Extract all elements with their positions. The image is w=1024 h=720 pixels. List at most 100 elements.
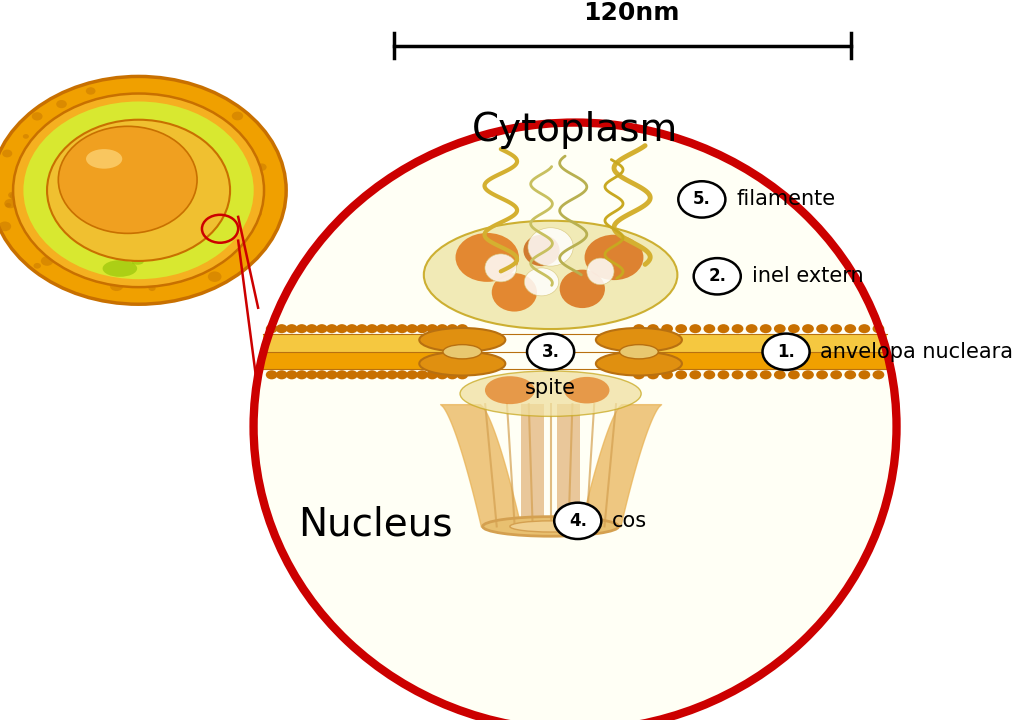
Circle shape [112, 194, 124, 203]
Circle shape [689, 370, 701, 379]
Circle shape [830, 370, 842, 379]
Circle shape [24, 102, 254, 279]
Text: 4.: 4. [568, 512, 587, 530]
Ellipse shape [102, 165, 112, 169]
Circle shape [802, 370, 814, 379]
Circle shape [161, 153, 174, 163]
Ellipse shape [114, 196, 135, 205]
Circle shape [662, 370, 673, 379]
Circle shape [346, 370, 357, 379]
Circle shape [102, 199, 110, 205]
Circle shape [788, 370, 800, 379]
Circle shape [213, 217, 220, 222]
Circle shape [396, 324, 408, 333]
Ellipse shape [116, 181, 145, 196]
Circle shape [703, 370, 715, 379]
Ellipse shape [443, 345, 481, 359]
Ellipse shape [492, 273, 537, 312]
Circle shape [140, 143, 154, 153]
Text: Cytoplasm: Cytoplasm [472, 111, 678, 148]
Ellipse shape [460, 371, 641, 416]
Circle shape [527, 333, 574, 370]
Ellipse shape [419, 352, 505, 376]
Circle shape [56, 232, 68, 240]
Circle shape [802, 324, 814, 333]
Circle shape [77, 199, 89, 208]
Bar [557, 404, 580, 526]
Circle shape [286, 324, 298, 333]
Circle shape [376, 370, 388, 379]
Ellipse shape [524, 268, 559, 296]
Circle shape [662, 324, 673, 333]
Ellipse shape [528, 228, 573, 266]
Ellipse shape [173, 238, 193, 247]
Circle shape [34, 263, 41, 269]
Circle shape [206, 236, 217, 245]
Circle shape [396, 370, 408, 379]
Text: anvelopa nucleara: anvelopa nucleara [820, 342, 1014, 361]
Ellipse shape [135, 167, 153, 176]
Circle shape [845, 324, 856, 333]
Circle shape [104, 150, 112, 155]
Ellipse shape [123, 192, 142, 202]
Ellipse shape [137, 165, 161, 176]
Circle shape [788, 324, 800, 333]
Circle shape [678, 181, 725, 217]
Ellipse shape [102, 260, 137, 276]
Circle shape [57, 157, 71, 168]
Circle shape [114, 198, 122, 205]
Circle shape [82, 127, 93, 136]
Circle shape [151, 207, 161, 215]
Circle shape [689, 324, 701, 333]
Text: 5.: 5. [693, 190, 711, 208]
Ellipse shape [456, 233, 519, 282]
Ellipse shape [133, 198, 145, 204]
Circle shape [0, 222, 11, 231]
Circle shape [306, 370, 317, 379]
Circle shape [326, 324, 338, 333]
Ellipse shape [564, 377, 609, 403]
Ellipse shape [596, 328, 682, 352]
Circle shape [46, 220, 57, 228]
Circle shape [197, 166, 209, 175]
Circle shape [47, 120, 230, 261]
Circle shape [436, 324, 449, 333]
Bar [262, 334, 471, 352]
Circle shape [223, 171, 230, 176]
Circle shape [215, 142, 226, 150]
Ellipse shape [112, 194, 141, 209]
Circle shape [386, 370, 398, 379]
Ellipse shape [173, 167, 203, 181]
Ellipse shape [620, 345, 658, 359]
Circle shape [296, 370, 307, 379]
Ellipse shape [485, 377, 535, 404]
Circle shape [275, 370, 288, 379]
Circle shape [232, 232, 246, 243]
Circle shape [120, 175, 132, 185]
Circle shape [774, 370, 785, 379]
Circle shape [151, 119, 165, 130]
Circle shape [731, 370, 743, 379]
Circle shape [101, 143, 109, 148]
Circle shape [172, 112, 179, 118]
Circle shape [633, 370, 645, 379]
Circle shape [41, 256, 53, 266]
Circle shape [457, 324, 468, 333]
Circle shape [718, 324, 729, 333]
Circle shape [56, 158, 71, 168]
Bar [262, 352, 471, 369]
Circle shape [200, 180, 205, 185]
Circle shape [731, 324, 743, 333]
Circle shape [417, 370, 428, 379]
Circle shape [80, 179, 88, 185]
Text: 3.: 3. [542, 343, 559, 361]
Circle shape [206, 243, 212, 248]
Circle shape [187, 269, 196, 275]
Ellipse shape [254, 122, 897, 720]
Ellipse shape [169, 143, 200, 158]
Text: Nucleus: Nucleus [299, 505, 453, 544]
Circle shape [8, 192, 16, 199]
Circle shape [85, 150, 93, 156]
Circle shape [10, 192, 22, 200]
Ellipse shape [485, 254, 517, 282]
